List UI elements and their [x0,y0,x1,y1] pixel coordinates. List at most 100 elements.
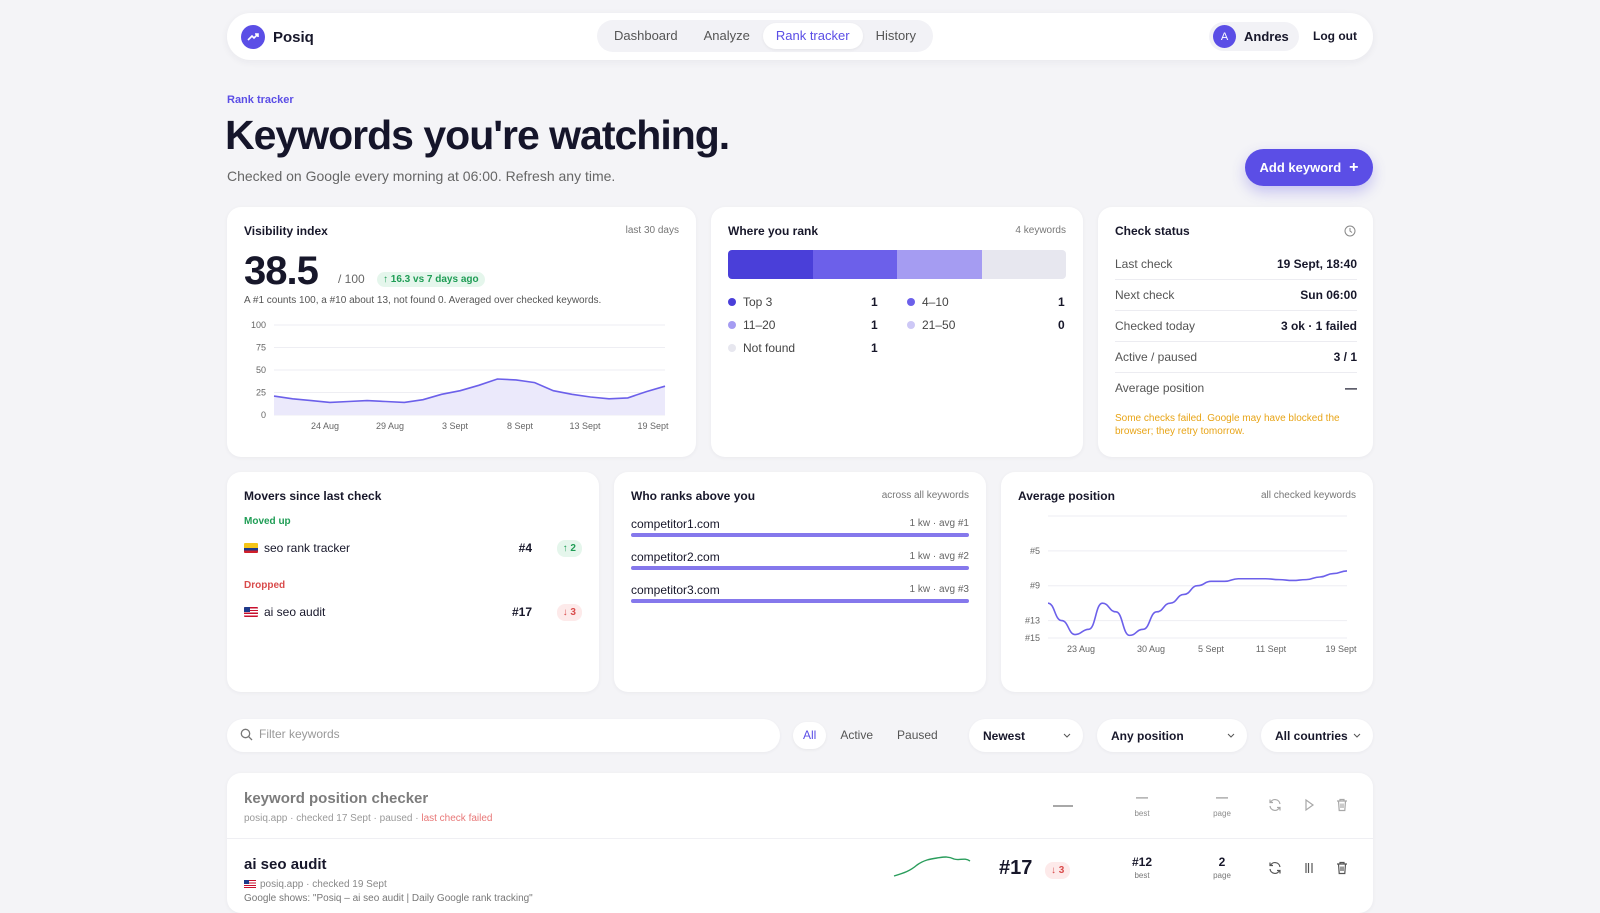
legend-top3: Top 3 [728,295,772,309]
rank-segment [812,250,897,279]
competitor-name: competitor3.com [631,583,720,597]
legend-value: 1 [871,295,878,309]
mover-row[interactable]: seo rank tracker #4 ↑ 2 [244,540,582,560]
status-row: Checked today 3 ok · 1 failed [1115,311,1357,342]
visibility-card: Visibility index last 30 days 38.5 / 100… [227,207,696,457]
moved-up-label: Moved up [244,516,291,527]
keyword-meta-text: posiq.app · checked 19 Sept [260,879,387,890]
trash-icon[interactable] [1334,860,1350,876]
ranks-count: 4 keywords [1015,225,1066,236]
nav-rank-tracker[interactable]: Rank tracker [762,23,863,49]
legend-value: 0 [1058,318,1065,332]
legend-value: 1 [1058,295,1065,309]
brand-name: Posiq [273,28,314,46]
status-key: Next check [1115,288,1175,302]
nav-dashboard[interactable]: Dashboard [614,28,678,43]
y-tick-label: #9 [1030,581,1040,591]
brand[interactable]: Posiq [241,25,314,49]
country-select[interactable]: All countries [1261,719,1373,752]
rank-segment [897,250,982,279]
keyword-row[interactable]: keyword position checker posiq.app · che… [227,773,1373,839]
logout-button[interactable]: Log out [1313,29,1357,43]
rank-distribution-card: Where you rank 4 keywords Top 3 1 4–10 1… [711,207,1083,457]
refresh-icon[interactable] [1267,860,1283,876]
x-tick-label: 19 Sept [1325,644,1357,654]
position-select[interactable]: Any position [1097,719,1247,752]
best-label: best [1134,871,1150,880]
chevron-down-icon [1353,733,1361,738]
trash-icon[interactable] [1334,797,1350,813]
visibility-title: Visibility index [244,224,328,238]
y-tick-label: 25 [256,388,266,398]
status-value: Sun 06:00 [1300,288,1357,302]
nav-history[interactable]: History [875,28,917,43]
keyword-sparkline [893,856,971,877]
mover-row[interactable]: ai seo audit #17 ↓ 3 [244,604,582,624]
keyword-row[interactable]: ai seo audit posiq.app · checked 19 Sept… [227,839,1373,913]
status-warning: Some checks failed. Google may have bloc… [1115,413,1340,437]
area-fill [274,379,665,415]
competitor-row[interactable]: competitor1.com 1 kw · avg #1 [631,517,969,547]
sort-select[interactable]: Newest [969,719,1083,752]
x-tick-label: 24 Aug [311,421,339,431]
series-line [273,378,666,404]
page-title: Keywords you're watching. [225,112,730,158]
visibility-delta-badge: ↑ 16.3 vs 7 days ago [377,272,485,287]
rank-distribution-bar [728,250,1066,279]
keyword-best: #12 [1131,855,1153,869]
competitor-bar [631,533,969,537]
competitor-row[interactable]: competitor3.com 1 kw · avg #3 [631,583,969,613]
search-input[interactable] [259,727,759,741]
x-tick-label: 19 Sept [637,421,669,431]
status-key: Active / paused [1115,350,1198,364]
mover-position: #17 [511,605,532,619]
x-tick-label: 13 Sept [569,421,601,431]
search-icon [240,728,253,741]
refresh-icon[interactable] [1267,797,1283,813]
legend-value: 1 [871,318,878,332]
status-title: Check status [1115,224,1190,238]
visibility-delta: 16.3 vs 7 days ago [390,274,479,285]
status-key: Checked today [1115,319,1196,333]
no-sparkline [1053,805,1073,807]
status-value: — [1345,381,1357,395]
status-value: 3 ok · 1 failed [1280,319,1357,333]
mover-change: ↓ 3 [556,604,582,621]
visibility-range: last 30 days [625,225,679,236]
status-row: Active / paused 3 / 1 [1115,342,1357,373]
keyword-page: 2 [1218,855,1226,869]
flag-us-icon [244,880,256,888]
filter-active[interactable]: Active [840,728,874,742]
search-box [227,719,780,752]
plus-icon: + [1349,158,1359,176]
filter-all[interactable]: All [793,722,827,749]
dropped-label: Dropped [244,580,286,591]
competitor-row[interactable]: competitor2.com 1 kw · avg #2 [631,550,969,580]
chevron-down-icon [1227,733,1235,738]
legend-dot [907,298,915,306]
movers-title: Movers since last check [244,489,382,503]
add-keyword-label: Add keyword [1259,160,1342,175]
y-tick-label: 0 [261,410,266,420]
user-menu[interactable]: A Andres [1209,22,1299,51]
main-nav: Dashboard Analyze Rank tracker History [597,20,934,52]
keyword-change: ↓ 3 [1045,862,1071,879]
pause-icon[interactable] [1301,860,1317,876]
competitor-meta: 1 kw · avg #3 [909,584,969,595]
nav-analyze[interactable]: Analyze [703,28,750,43]
page-label: page [1213,871,1231,880]
flag-co-icon [244,543,258,553]
trend-up-icon [241,25,265,49]
y-tick-label: #5 [1030,546,1040,556]
status-filter: All Active Paused [793,719,948,752]
filter-paused[interactable]: Paused [897,728,938,742]
status-value: 19 Sept, 18:40 [1276,257,1357,271]
add-keyword-button[interactable]: Add keyword + [1245,149,1373,186]
keyword-position: #17 [999,857,1033,879]
average-position-card: Average position all checked keywords #5… [1001,472,1373,692]
position-value: Any position [1111,729,1184,743]
check-status-card: Check status Last check 19 Sept, 18:40 Ne… [1098,207,1373,457]
visibility-note: A #1 counts 100, a #10 about 13, not fou… [244,295,602,306]
play-icon[interactable] [1301,797,1317,813]
legend-label: Not found [743,341,796,355]
